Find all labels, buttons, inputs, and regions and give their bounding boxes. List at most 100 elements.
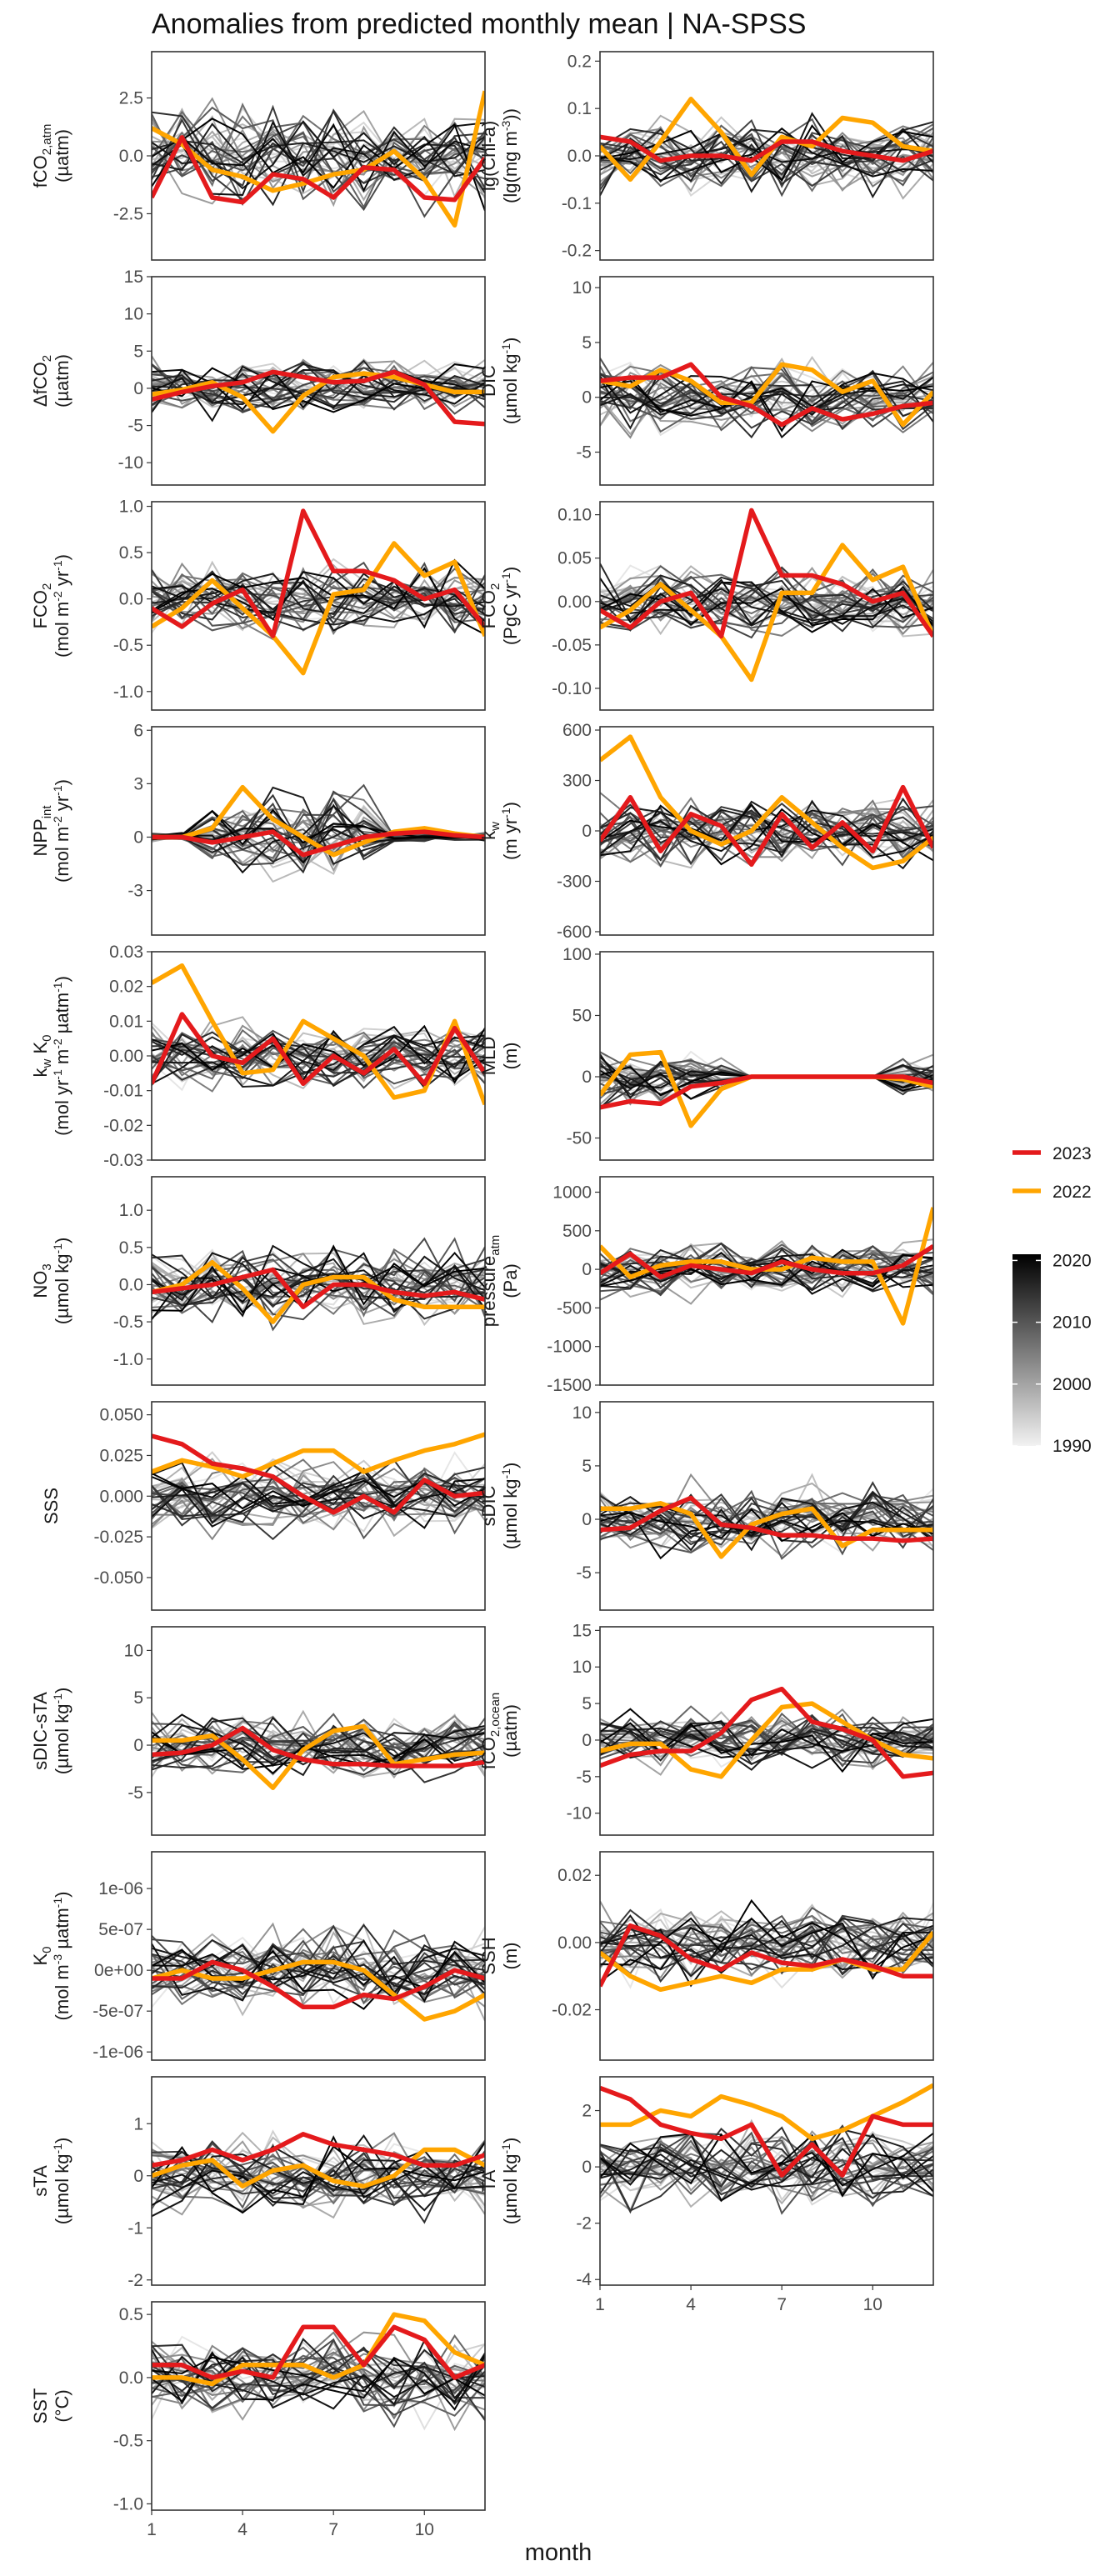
y-axis-label: MLD(m): [478, 1037, 521, 1075]
series-lines: [152, 783, 485, 883]
x-tick-label: 4: [238, 2520, 248, 2539]
y-tick-label: 0: [133, 2167, 143, 2186]
year-line: [600, 365, 933, 423]
y-tick-label: -5: [576, 1768, 592, 1787]
y-tick-label: 0: [582, 1731, 592, 1750]
y-tick-label: -5: [128, 1783, 143, 1803]
year-line: [152, 124, 485, 206]
year-line: [600, 575, 933, 628]
y-tick-label: 5: [133, 342, 143, 361]
legend-label-2023: 2023: [1052, 1144, 1092, 1163]
year-line: [600, 810, 933, 854]
y-tick-label: -0.02: [552, 2001, 592, 2020]
year-line: [152, 1458, 485, 1522]
y-tick-label: -0.025: [93, 1528, 143, 1547]
y-tick-label: 10: [572, 1658, 592, 1677]
series-lines: [152, 355, 485, 434]
series-2022-line: [152, 1259, 485, 1324]
series-2022-line: [152, 1723, 485, 1790]
series-2022-line: [152, 371, 485, 434]
year-line: [600, 808, 933, 866]
panel-no3: -1.0 -0.5 0.0 0.5 1.0 NO3(µmol kg-1): [30, 1176, 486, 1386]
colorbar-label: 2000: [1052, 1375, 1092, 1394]
y-tick-label: -3: [128, 882, 143, 901]
series-lines: [152, 1237, 485, 1332]
year-line: [152, 1451, 485, 1517]
year-line: [152, 1731, 485, 1776]
year-line: [152, 1731, 485, 1775]
year-line: [152, 2148, 485, 2204]
panel-fco2flux2: -0.10 -0.05 0.00 0.05 0.10 FCO2(PgC yr-1): [478, 501, 934, 711]
year-line: [152, 378, 485, 409]
year-line: [600, 1723, 933, 1764]
series-2023-line: [152, 1959, 485, 2010]
year-line: [152, 2358, 485, 2412]
panel-sta: -2 -1 0 1 sTA(µmol kg-1): [30, 2076, 486, 2290]
panel-frame: [151, 1626, 486, 1836]
y-tick-label: -4: [576, 2270, 592, 2289]
year-line: [600, 1492, 933, 1538]
series-2023-line: [152, 135, 485, 205]
y-tick-label: 300: [562, 772, 592, 791]
year-line: [600, 372, 933, 413]
year-line: [600, 2126, 933, 2212]
year-line: [152, 1470, 485, 1529]
panel-mld: -50 0 50 100 MLD(m): [478, 945, 934, 1161]
year-line: [600, 578, 933, 627]
x-axis-label: month: [525, 2539, 592, 2566]
y-tick-label: 0: [133, 1736, 143, 1755]
y-axis-label: K0(mol m-3 µatm-1): [30, 1892, 72, 2021]
colorbar: [1012, 1254, 1041, 1446]
year-line: [152, 1031, 485, 1093]
legend: 2023 2022 2020 2010 2000 1990: [1012, 1144, 1092, 1456]
y-tick-label: 15: [572, 1621, 592, 1640]
y-tick-label: 0: [582, 1260, 592, 1279]
y-tick-label: -1: [128, 2218, 143, 2238]
y-tick-label: 15: [124, 268, 143, 287]
y-tick-label: -2.5: [113, 204, 143, 223]
year-line: [152, 1940, 485, 2003]
series-2023-line: [152, 508, 485, 638]
y-axis-label: NO3(µmol kg-1): [30, 1238, 72, 1325]
year-line: [152, 2354, 485, 2417]
year-line: [600, 371, 933, 433]
year-line: [152, 118, 485, 199]
y-tick-label: -1500: [547, 1376, 592, 1395]
panel-k0: -1e-06 -5e-07 0e+00 5e-07 1e-06 K0(mol m-3 µa…: [30, 1851, 486, 2062]
y-tick-label: -500: [557, 1298, 592, 1318]
panel-patm: -1500 -1000 -500 0 500 1000 pressureatm(Pa): [478, 1176, 934, 1395]
year-line: [152, 1923, 485, 1995]
panel-frame: [599, 1401, 934, 1611]
series-2022-line: [600, 97, 933, 183]
year-line: [152, 115, 485, 200]
y-tick-label: -2: [128, 2271, 143, 2290]
series-2023-line: [600, 2085, 933, 2178]
series-lines: [152, 2129, 485, 2224]
year-line: [152, 1943, 485, 2001]
series-2023-line: [152, 1012, 485, 1087]
year-line: [152, 2149, 485, 2195]
y-tick-label: 0: [582, 1510, 592, 1529]
year-line: [600, 2128, 933, 2188]
y-axis-label: sTA(µmol kg-1): [30, 2138, 72, 2225]
series-lines: [152, 963, 485, 1106]
year-line: [152, 368, 485, 411]
y-tick-label: 0.02: [558, 1866, 592, 1885]
panel-fco2atm: -2.5 0.0 2.5 fCO2,atm(µatm): [30, 51, 486, 261]
year-line: [152, 1732, 485, 1770]
series-2023-line: [600, 1923, 933, 1988]
series-2023-line: [600, 1074, 933, 1110]
year-line: [600, 128, 933, 183]
series-2022-line: [152, 1432, 485, 1479]
y-tick-label: 5: [582, 333, 592, 353]
y-tick-label: 0: [133, 379, 143, 398]
panel-npp: -3 0 3 6 NPPint(mol m-2 yr-1): [30, 721, 486, 936]
panel-ta: -4 -2 0 2 1 4 7 10 TA(µmol kg-1): [478, 2076, 934, 2314]
panel-frame: [151, 951, 486, 1161]
y-tick-label: -0.10: [552, 679, 592, 698]
y-axis-label: kw K0(mol yr-1 m-2 µatm-1): [30, 976, 72, 1136]
panel-frame: [151, 726, 486, 936]
panel-chla: -0.2 -0.1 0.0 0.1 0.2 lg(Chl-a)(lg(mg m-3)): [478, 51, 934, 261]
year-line: [600, 1924, 933, 1976]
panel-frame: [151, 2301, 486, 2511]
